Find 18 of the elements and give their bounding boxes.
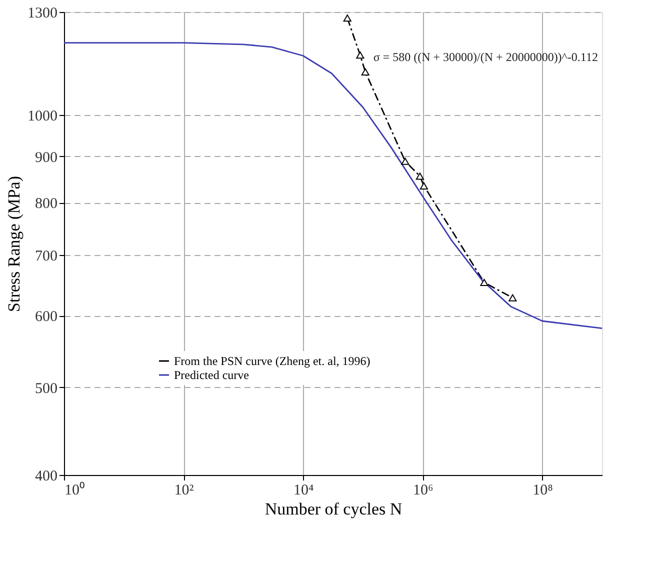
x-tick-label: 10⁶ (413, 482, 434, 498)
x-tick-label: 10⁸ (532, 482, 553, 498)
y-tick-label: 800 (35, 196, 58, 212)
y-tick-label: 400 (35, 468, 58, 484)
x-tick-label: 10⁰ (64, 482, 84, 498)
y-tick-label: 600 (35, 309, 58, 326)
x-axis-title: Number of cycles N (264, 500, 402, 518)
y-tick-label: 1000 (28, 108, 58, 125)
legend-label: From the PSN curve (Zheng et. al, 1996) (174, 354, 370, 368)
annotation: σ = 580 ((N + 30000)/(N + 20000000))^-0.112 (373, 50, 598, 64)
x-tick-label: 10⁴ (293, 482, 314, 498)
y-tick-label: 1300 (28, 6, 58, 22)
y-tick-label: 500 (35, 380, 58, 397)
x-tick-label: 10² (174, 482, 194, 498)
y-tick-label: 900 (35, 150, 58, 166)
y-axis-title: Stress Range (MPa) (4, 176, 24, 312)
y-tick-label: 700 (35, 248, 58, 265)
legend-label: Predicted curve (174, 368, 249, 382)
